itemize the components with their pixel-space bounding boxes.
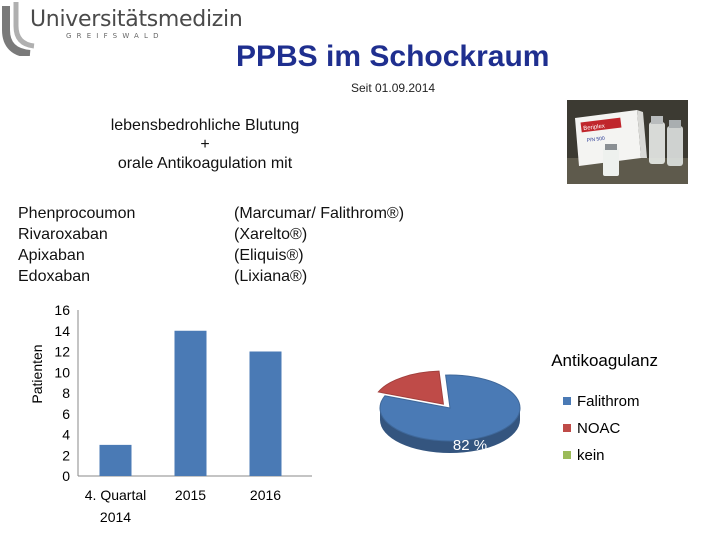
bar [99,444,132,476]
patients-bar-chart: Patienten 0 2 4 6 8 10 12 14 16 4. Quartal 2014 20… [29,302,312,525]
drug-name: Phenprocoumon [18,205,136,222]
legend-swatch [563,451,571,459]
drug-brand-list: (Marcumar/ Falithrom®) (Xarelto®) (Eliqu… [234,203,404,287]
y-tick-label: 12 [54,344,70,360]
x-tick-label: 2014 [100,509,131,525]
slide-title: PPBS im Schockraum [236,40,550,73]
drug-brand: (Marcumar/ Falithrom®) [234,205,405,222]
anticoagulant-pie-chart: Antikoagulanz 82 % Falithrom NOAC kein [377,351,658,464]
drug-name-list: Phenprocoumon Rivaroxaban Apixaban Edoxa… [18,203,135,287]
pie-data-label: 82 % [453,437,487,454]
drug-name: Rivaroxaban [18,226,108,243]
drug-name: Edoxaban [18,268,91,285]
y-tick-label: 4 [62,427,70,443]
legend-swatch [563,397,571,405]
drug-brand: (Lixiana®) [234,268,308,285]
y-tick-label: 14 [54,323,70,339]
university-logo: Universitätsmedizin GREIFSWALD [0,0,243,62]
legend-swatch [563,424,571,432]
intro-line-1: lebensbedrohliche Blutung [110,117,300,134]
product-photo: Beriplex P/N 500 [567,100,688,184]
photo-box-subtext: P/N 500 [586,136,605,144]
x-tick-label: 4. Quartal [85,487,146,503]
legend-label: kein [577,447,605,464]
y-tick-label: 6 [62,406,70,422]
legend-label: NOAC [577,420,621,437]
pie-slice-side [380,408,520,453]
y-tick-label: 8 [62,385,70,401]
intro-line-2: + [200,136,210,153]
y-tick-label: 2 [62,447,70,463]
logo-location: GREIFSWALD [66,32,164,40]
y-tick-label: 16 [54,302,70,318]
logo-mark-icon [1,2,35,56]
pie-title: Antikoagulanz [551,351,658,370]
y-tick-label: 0 [62,468,70,484]
legend-label: Falithrom [577,393,640,410]
pie-slice [379,374,521,442]
pie-slice [377,370,445,405]
intro-text: lebensbedrohliche Blutung + orale Antiko… [88,116,322,173]
y-tick-label: 10 [54,364,70,380]
y-axis-label: Patienten [29,344,45,403]
x-tick-label: 2016 [250,487,281,503]
photo-box-text: Beriplex [583,124,605,133]
drug-brand: (Xarelto®) [234,226,308,243]
logo-name: Universitätsmedizin [30,7,243,32]
bar [174,330,207,476]
drug-name: Apixaban [18,247,85,264]
drug-brand: (Eliquis®) [234,247,304,264]
slide-subtitle: Seit 01.09.2014 [351,81,436,95]
intro-line-3: orale Antikoagulation mit [117,155,293,172]
bar [249,351,282,476]
x-tick-label: 2015 [175,487,206,503]
